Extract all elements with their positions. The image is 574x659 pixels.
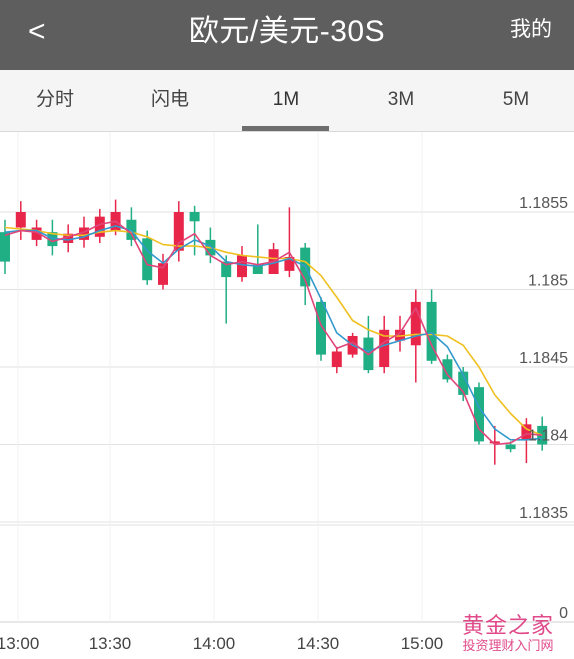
candle-body xyxy=(442,359,453,380)
candle-body xyxy=(221,261,232,278)
x-tick-label: 13:00 xyxy=(0,634,39,653)
candle-body xyxy=(505,444,516,450)
mine-button[interactable]: 我的 xyxy=(510,18,552,41)
candle-body xyxy=(284,256,295,271)
candle-body xyxy=(189,212,200,222)
title-bar: < 欧元/美元-30S 我的 xyxy=(0,0,574,70)
x-tick-label: 14:00 xyxy=(193,634,236,653)
candle-body xyxy=(0,232,10,262)
tab-1m[interactable]: 1M xyxy=(272,89,300,110)
candle-body xyxy=(521,424,532,440)
ma-mid-line xyxy=(4,225,543,441)
candle-body xyxy=(158,263,168,285)
x-tick-label: 13:30 xyxy=(89,634,132,653)
candle-body xyxy=(94,216,105,237)
candle-body xyxy=(474,387,484,442)
y-tick-label: 1.1835 xyxy=(519,505,568,522)
candle-body xyxy=(252,264,263,274)
watermark-subtitle: 投资理财入门网 xyxy=(462,638,554,653)
watermark-logo: 黄金之家 投资理财入门网 xyxy=(458,614,558,658)
tab-shandian[interactable]: 闪电 xyxy=(150,89,189,110)
candle-body xyxy=(237,255,247,278)
y-tick-label: 1.1845 xyxy=(519,350,568,367)
candle-body xyxy=(426,301,437,361)
period-tabs: 分时 闪电 1M 3M 5M xyxy=(0,70,574,132)
candle-body xyxy=(142,238,153,281)
candle-body xyxy=(410,301,421,346)
tab-fenshi[interactable]: 分时 xyxy=(35,89,74,110)
volume-tick-label: 0 xyxy=(559,605,568,622)
selected-tab-indicator xyxy=(242,126,329,131)
tab-3m[interactable]: 3M xyxy=(387,89,415,110)
back-button[interactable]: < xyxy=(28,15,46,48)
candlestick-chart[interactable]: 1.1855 1.185 1.1845 1.184 1.1835 0 13:00 13:30 1… xyxy=(0,132,574,659)
ma-fast-line xyxy=(4,220,543,446)
candle-body xyxy=(31,227,42,240)
candle-body xyxy=(79,227,89,240)
page-title: 欧元/美元-30S xyxy=(188,15,386,48)
candle-body xyxy=(63,233,74,243)
candle-body xyxy=(458,371,469,395)
tab-5m[interactable]: 5M xyxy=(502,89,530,110)
x-tick-label: 14:30 xyxy=(297,634,340,653)
candle-body xyxy=(15,212,26,228)
y-tick-label: 1.184 xyxy=(528,428,568,445)
candle-body xyxy=(331,351,342,367)
x-tick-label: 15:00 xyxy=(401,634,444,653)
y-tick-label: 1.185 xyxy=(528,273,568,290)
watermark-title: 黄金之家 xyxy=(461,613,554,638)
candle-body xyxy=(173,212,184,251)
candle-body xyxy=(379,329,390,367)
y-tick-label: 1.1855 xyxy=(519,195,568,212)
ma-slow-line xyxy=(4,226,543,436)
candle-body xyxy=(316,301,326,355)
candle-body xyxy=(489,441,500,444)
